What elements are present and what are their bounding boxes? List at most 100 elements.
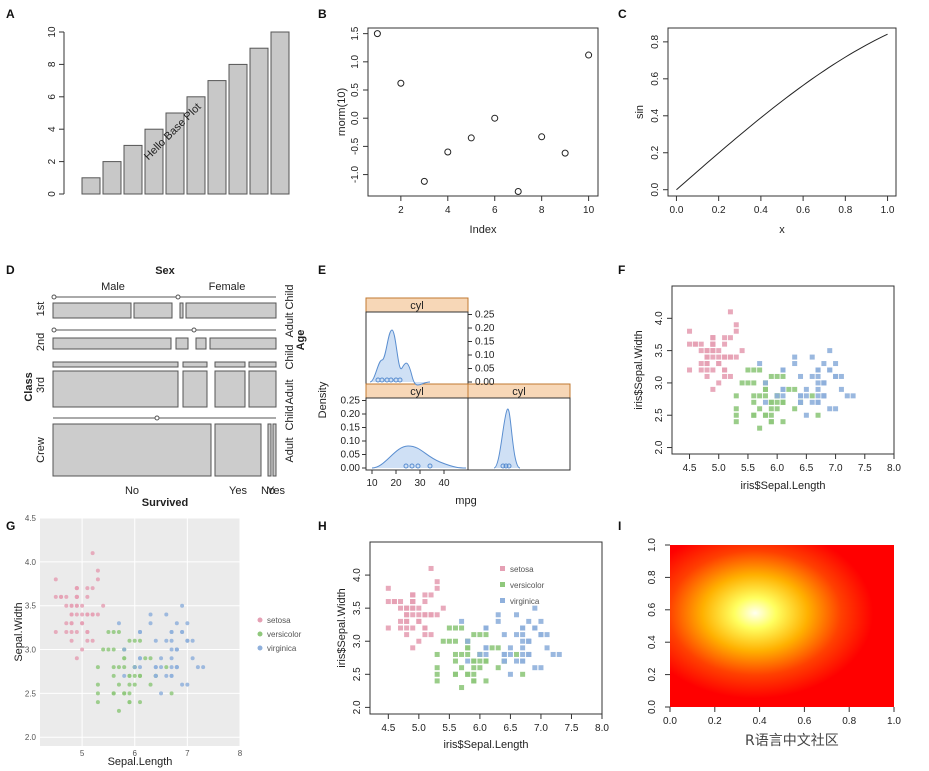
data-point xyxy=(422,592,428,598)
data-point xyxy=(169,630,174,634)
data-point xyxy=(106,647,111,652)
data-point xyxy=(122,673,127,678)
data-point xyxy=(710,386,716,392)
data-point xyxy=(420,177,428,185)
data-point xyxy=(53,630,58,634)
panel-e-left-ticks: 0.00 0.05 0.10 0.15 0.20 0.25 xyxy=(341,396,366,474)
data-point xyxy=(64,603,69,608)
panel-d-survived-yes: Yes xyxy=(267,485,285,497)
y-tick-label: 2 xyxy=(47,158,58,164)
data-point xyxy=(174,647,179,652)
mosaic-tile xyxy=(185,302,277,319)
data-point xyxy=(585,51,593,59)
data-point xyxy=(538,618,544,624)
panel-d-class-2nd: 2nd xyxy=(35,333,47,351)
data-point xyxy=(733,328,739,334)
panel-label-e: E xyxy=(318,263,326,277)
x-tick-label: 5.0 xyxy=(412,723,426,734)
data-point xyxy=(169,673,174,678)
data-point xyxy=(792,361,798,367)
data-point xyxy=(762,412,768,418)
panel-d-age-adult: Adult xyxy=(284,312,296,337)
data-point xyxy=(434,585,440,591)
bar-10 xyxy=(270,31,290,195)
data-point xyxy=(153,638,158,643)
panel-f-points xyxy=(687,309,856,431)
data-point xyxy=(757,406,763,412)
data-point xyxy=(507,671,513,677)
data-point xyxy=(127,638,132,643)
y-tick-label: 2.5 xyxy=(654,408,665,422)
data-point xyxy=(687,367,693,373)
data-point xyxy=(434,678,440,684)
y-tick-label: 0.6 xyxy=(650,71,661,85)
y-tick-label: 0.0 xyxy=(647,700,658,714)
data-point xyxy=(727,309,733,315)
data-point xyxy=(544,645,550,651)
panel-d-sex-male: Male xyxy=(101,281,125,293)
data-point xyxy=(803,412,809,418)
x-tick-label: 0.4 xyxy=(753,716,767,727)
data-point xyxy=(821,361,827,367)
data-point xyxy=(815,386,821,392)
y-tick-label: 0.6 xyxy=(647,602,658,616)
data-point xyxy=(74,586,79,591)
panel-f-frame xyxy=(671,285,895,455)
data-point xyxy=(428,592,434,598)
data-point xyxy=(185,621,190,626)
panel-b-y-label: rnorm(10) xyxy=(336,88,348,136)
y-tick-label: 3.5 xyxy=(25,602,37,611)
data-point xyxy=(74,612,79,617)
data-point xyxy=(786,386,792,392)
data-point xyxy=(80,603,85,608)
data-point xyxy=(520,625,526,631)
mosaic-tile xyxy=(133,302,173,319)
y-tick-label: 10 xyxy=(47,26,58,38)
x-tick-label: 4.5 xyxy=(381,723,395,734)
x-tick-label: 5.5 xyxy=(442,723,456,734)
data-point xyxy=(815,412,821,418)
panel-d-class-crew: Crew xyxy=(35,437,47,463)
data-point xyxy=(80,647,85,652)
data-point xyxy=(716,380,722,386)
x-tick-label: 2 xyxy=(398,205,404,216)
mosaic-tile xyxy=(179,302,184,319)
data-point xyxy=(69,638,74,643)
y-tick-label: -1.0 xyxy=(350,166,361,184)
x-tick-label: 4 xyxy=(445,205,451,216)
data-point xyxy=(398,618,404,624)
y-tick-label: 0.5 xyxy=(350,83,361,97)
legend-label: setosa xyxy=(510,565,534,574)
panel-d-class-1st: 1st xyxy=(35,302,47,317)
data-point xyxy=(404,618,410,624)
data-point xyxy=(526,638,532,644)
data-point xyxy=(520,658,526,664)
data-point xyxy=(733,406,739,412)
panel-d-survived-no: No xyxy=(261,485,275,497)
data-point xyxy=(733,412,739,418)
bar-1 xyxy=(81,177,101,195)
rug-point xyxy=(503,463,509,469)
panel-d-y-label: Class xyxy=(23,372,35,401)
bar-6 xyxy=(186,96,206,195)
rug-point xyxy=(397,377,403,383)
panel-h-scatter: 4.5 5.0 5.5 6.0 6.5 7.0 7.5 8.0 2.0 2.5 3.0 3.5 4.0… xyxy=(336,541,609,751)
data-point xyxy=(440,605,446,611)
data-point xyxy=(74,603,79,608)
data-point xyxy=(416,612,422,618)
panel-c-x-ticks: 0.0 0.2 0.4 0.6 0.8 1.0 xyxy=(669,196,895,216)
x-tick-label: 0.6 xyxy=(797,716,811,727)
x-tick-label: 6.0 xyxy=(770,463,784,474)
panel-a-y-ticks: 0 2 4 6 8 10 xyxy=(47,26,64,197)
data-point xyxy=(710,354,716,360)
data-point xyxy=(410,645,416,651)
data-point xyxy=(520,632,526,638)
panel-h-points xyxy=(385,565,562,691)
data-point xyxy=(95,612,100,617)
data-point xyxy=(398,625,404,631)
data-point xyxy=(74,656,79,661)
data-point xyxy=(465,651,471,657)
data-point xyxy=(774,406,780,412)
y-tick-label: 0.8 xyxy=(650,34,661,48)
data-point xyxy=(404,605,410,611)
